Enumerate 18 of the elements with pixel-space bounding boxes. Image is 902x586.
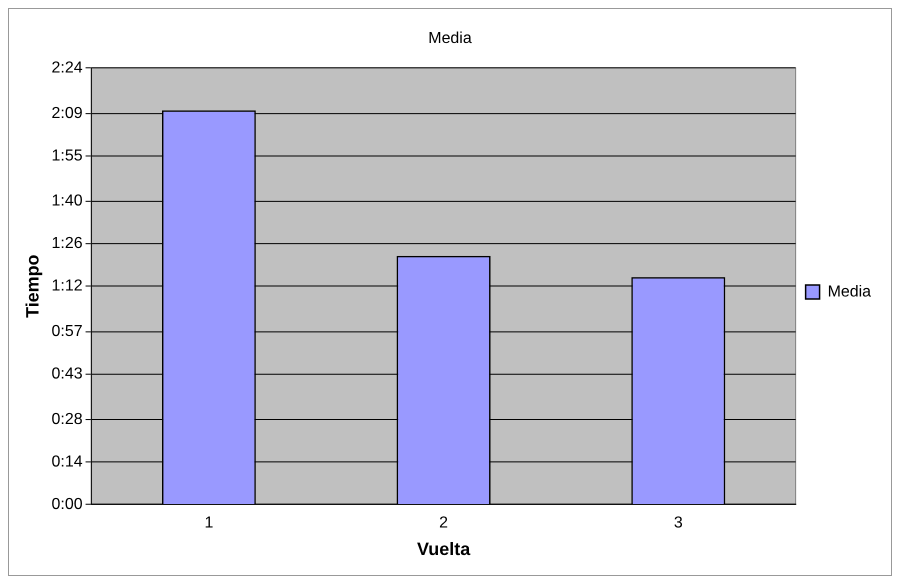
y-tick-label: 1:55: [52, 147, 83, 164]
y-tick-label: 0:57: [52, 323, 83, 340]
y-tick-label: 1:26: [52, 235, 83, 252]
y-axis-title: Tiempo: [22, 254, 43, 318]
y-tick-label: 1:40: [52, 192, 83, 210]
y-tick-label: 2:24: [52, 59, 83, 76]
y-tick-label: 0:00: [52, 496, 83, 513]
x-tick-label: 2: [439, 514, 448, 532]
y-tick-label: 0:43: [52, 366, 83, 383]
x-axis-title: Vuelta: [416, 539, 472, 560]
y-tick-label: 1:12: [52, 278, 83, 295]
x-tick-label: 1: [204, 514, 214, 532]
y-tick-label: 2:09: [52, 104, 83, 122]
y-tick-label: 0:28: [52, 410, 83, 428]
chart-title: Media: [428, 30, 472, 47]
legend-label: Media: [828, 283, 872, 300]
x-tick-label: 3: [674, 514, 683, 532]
y-tick-label: 0:14: [52, 453, 83, 470]
